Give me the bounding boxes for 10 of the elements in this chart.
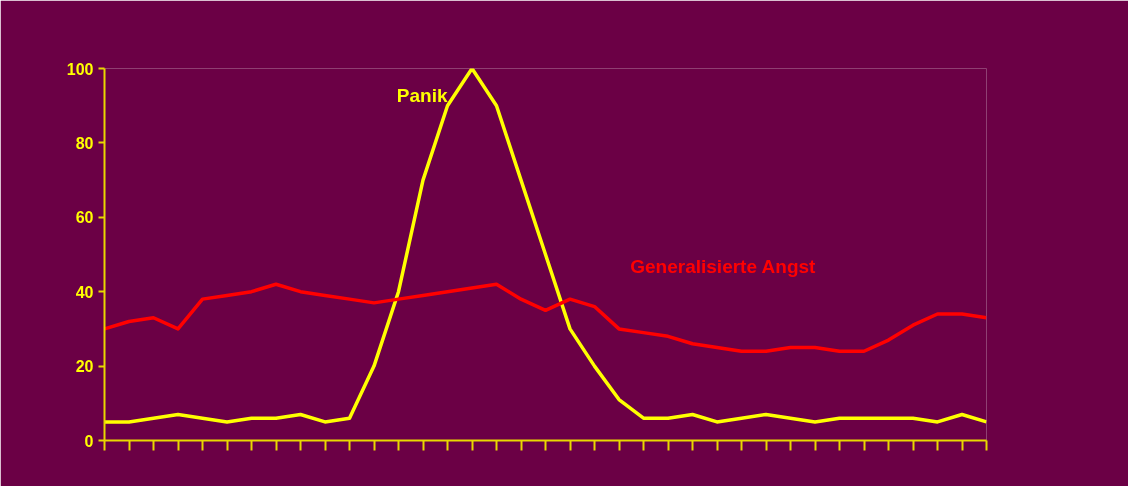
text: Generalisierte Angst: [630, 255, 817, 277]
y-tick-label: 100: [66, 60, 94, 78]
y-tick-label: 80: [75, 134, 94, 152]
y-tick-label: 0: [84, 432, 94, 450]
series-label: Panik: [396, 84, 448, 106]
line-series: [104, 68, 987, 424]
y-tick-label: 20: [75, 358, 94, 376]
line-series: [104, 282, 987, 353]
y-tick-label: 40: [75, 283, 94, 301]
y-tick-label: 60: [75, 209, 94, 227]
